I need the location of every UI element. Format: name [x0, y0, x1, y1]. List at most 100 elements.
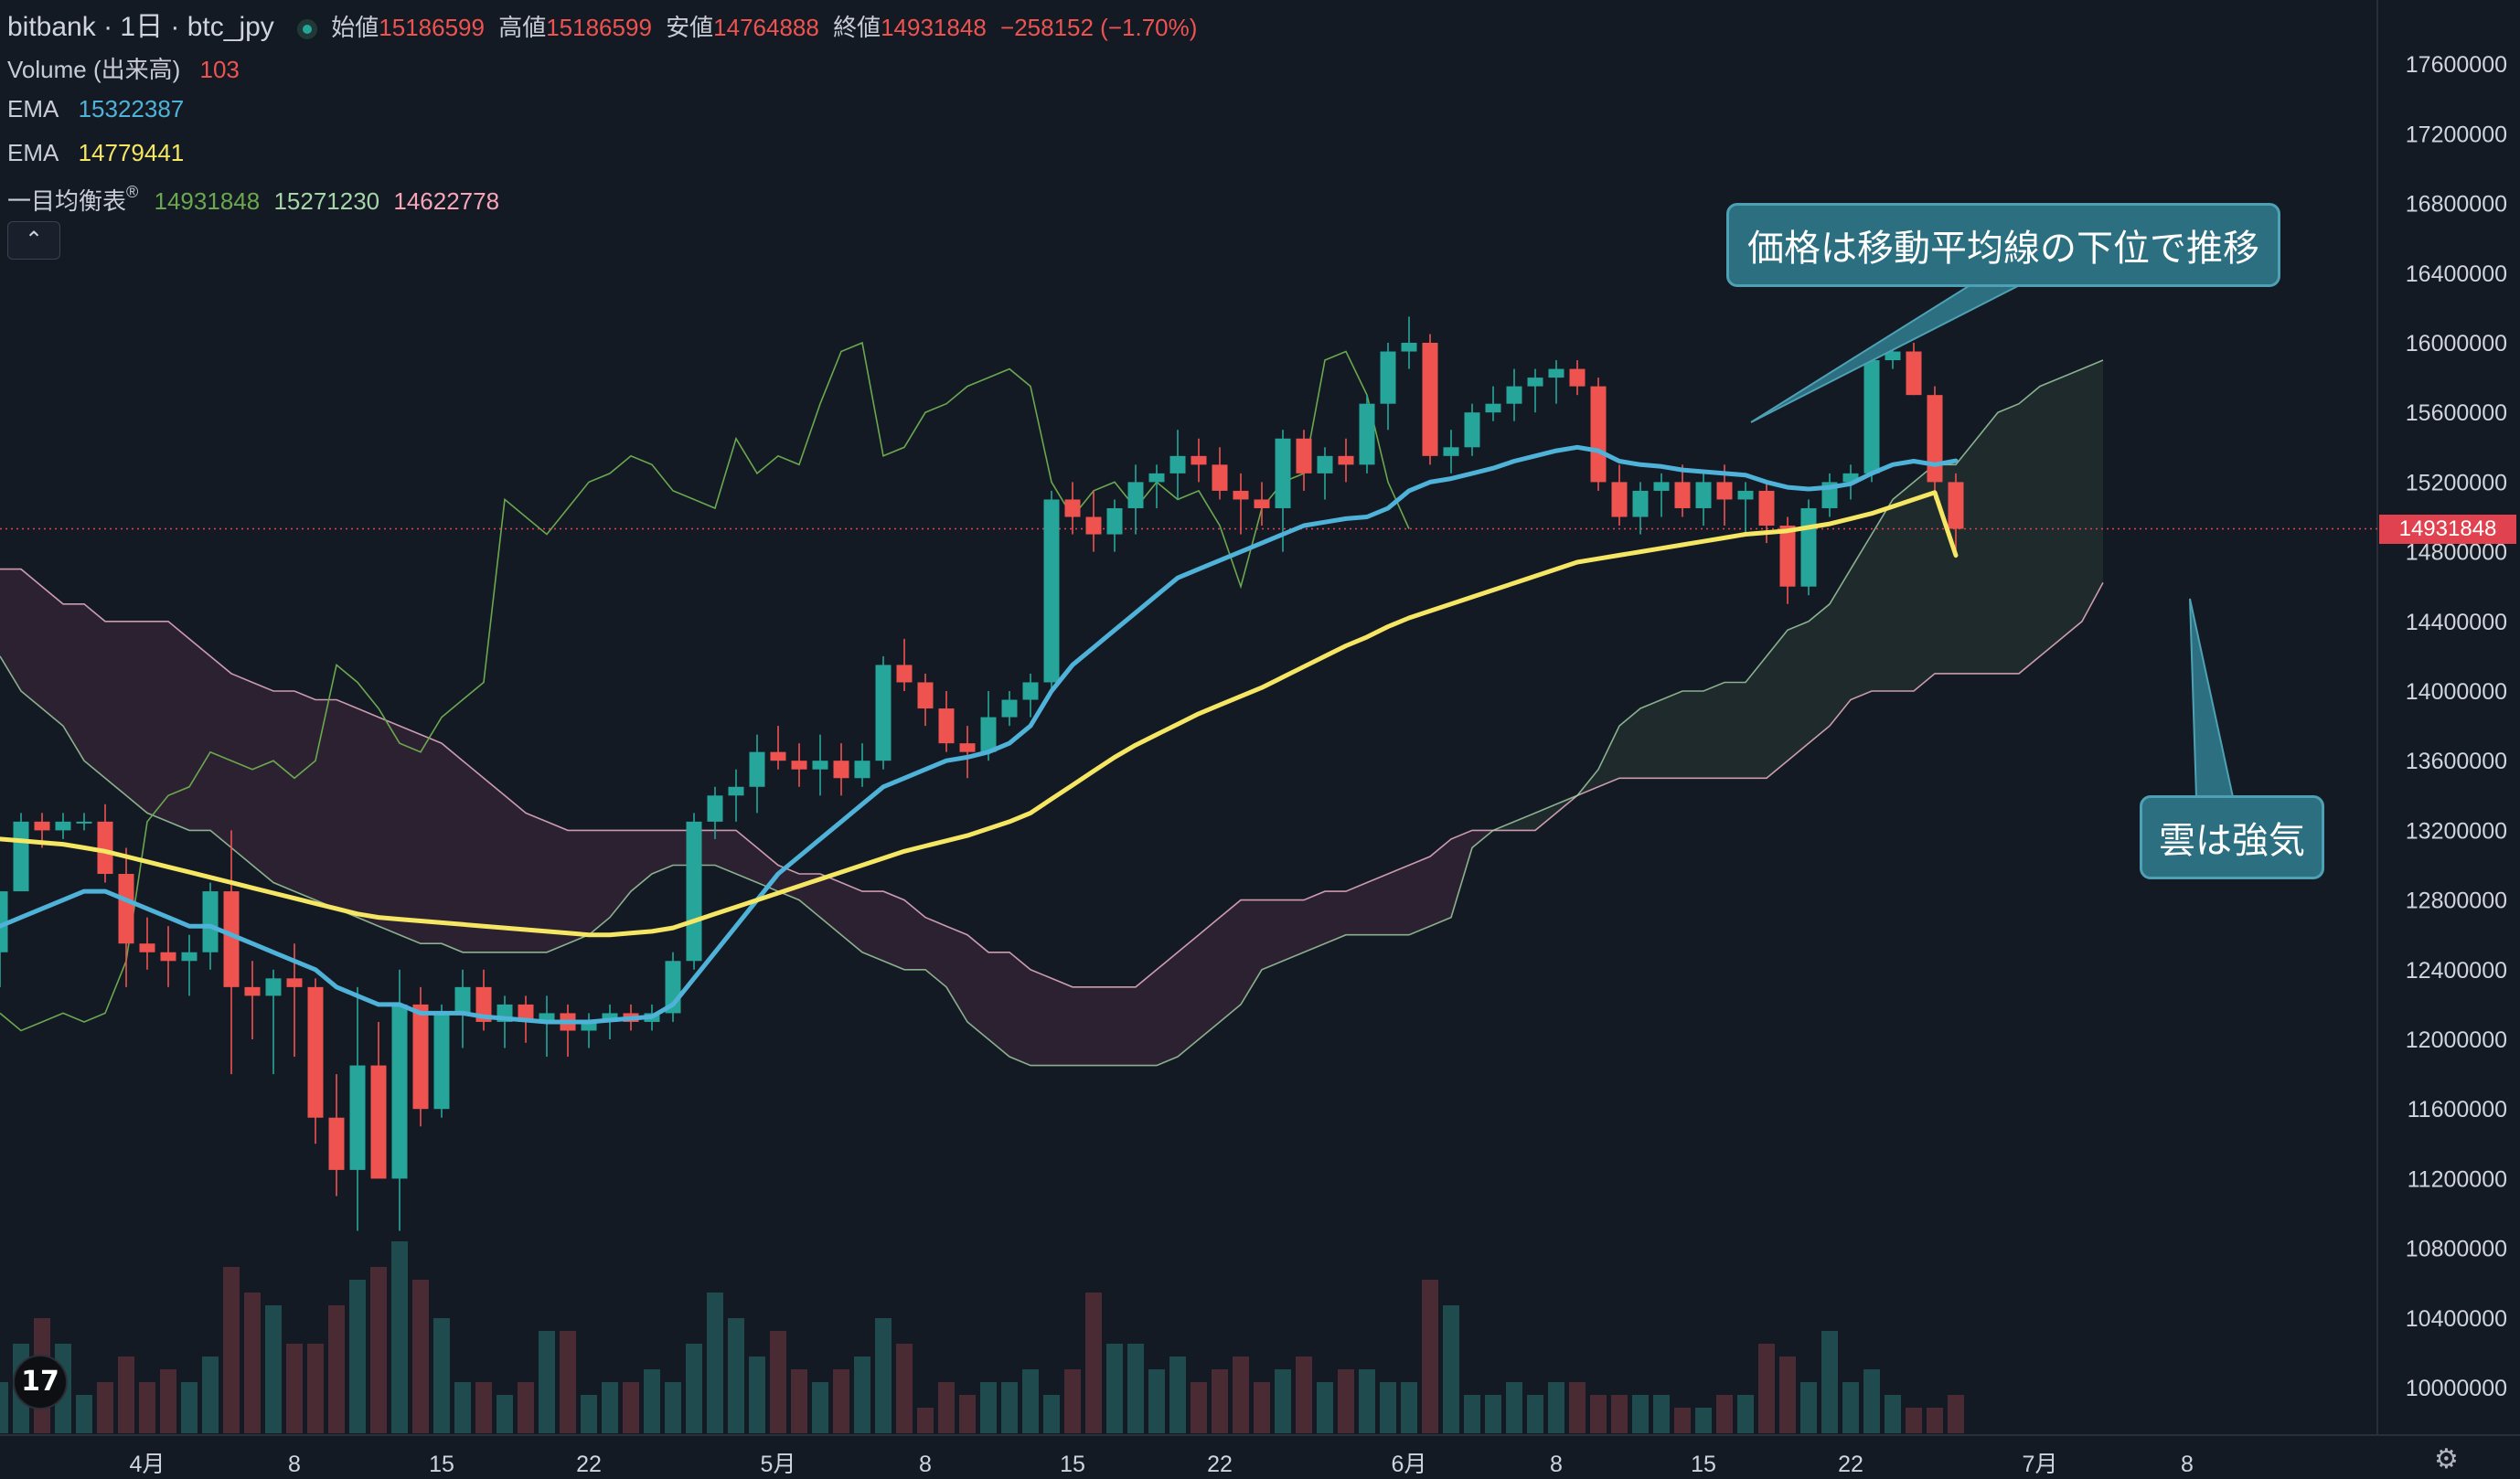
volume-bar [1506, 1382, 1522, 1433]
candle-up [1653, 482, 1670, 491]
volume-bar [1527, 1395, 1543, 1433]
cloud-bull-segment [1767, 630, 1788, 779]
y-tick-label: 11600000 [2408, 1097, 2507, 1123]
volume-legend[interactable]: Volume (出来高) 103 [7, 51, 247, 85]
cloud-bear-segment [652, 830, 673, 875]
cloud-bear-segment [1325, 891, 1346, 944]
volume-bar [475, 1382, 492, 1433]
candle-up [1443, 447, 1459, 456]
cloud-bear-segment [463, 761, 484, 952]
x-tick-label: 8 [1550, 1452, 1563, 1477]
x-tick-label: 8 [2181, 1452, 2194, 1477]
cloud-bear-segment [210, 655, 231, 848]
candle-down [1233, 490, 1249, 500]
volume-bar [1127, 1344, 1144, 1433]
cloud-bull-segment [2040, 378, 2061, 656]
candle-up [602, 1013, 618, 1022]
y-tick-label: 13200000 [2406, 818, 2507, 844]
cloud-bull-segment [1872, 499, 1893, 691]
y-tick-label: 16800000 [2406, 192, 2507, 218]
volume-bar [76, 1395, 92, 1433]
candle-down [328, 1117, 345, 1170]
volume-bar [1927, 1408, 1943, 1433]
volume-bar [623, 1382, 639, 1433]
callout-cloud-bullish: 雲は強気 [2140, 795, 2324, 879]
volume-bar [854, 1357, 870, 1433]
volume-bar [433, 1318, 450, 1433]
volume-bar [917, 1408, 934, 1433]
y-tick-label: 10800000 [2406, 1237, 2507, 1262]
candle-up [1001, 699, 1018, 718]
volume-bar [1317, 1382, 1333, 1433]
x-tick-label: 15 [1060, 1452, 1085, 1477]
candle-up [1275, 438, 1291, 508]
candle-up [854, 761, 870, 779]
candle-down [1212, 464, 1228, 491]
volume-bar [728, 1318, 744, 1433]
volume-bar [581, 1395, 597, 1433]
candle-up [1800, 507, 1817, 587]
collapse-legend-button[interactable]: ⌃ [7, 221, 60, 260]
cloud-bear-segment [189, 638, 210, 831]
volume-bar [602, 1382, 618, 1433]
candle-down [1422, 343, 1438, 456]
cloud-bull-segment [1809, 603, 1830, 744]
tradingview-logo-icon[interactable]: 17 [13, 1355, 68, 1410]
callout-cloud-bullish-text: 雲は強気 [2159, 821, 2305, 861]
candle-up [55, 821, 71, 831]
candle-up [76, 821, 92, 824]
cloud-bear-segment [988, 952, 1009, 1058]
candle-up [202, 891, 219, 952]
volume-bar [1275, 1369, 1291, 1433]
volume-bar [1359, 1369, 1375, 1433]
x-tick-label: 22 [1207, 1452, 1233, 1477]
candle-down [1085, 516, 1102, 535]
cloud-bear-segment [379, 717, 400, 935]
volume-bar [1338, 1369, 1354, 1433]
volume-bar [1590, 1395, 1607, 1433]
candle-down [370, 1065, 387, 1179]
cloud-bear-segment [400, 726, 421, 944]
ema-slow-label: EMA [7, 139, 59, 166]
cloud-bear-segment [967, 934, 988, 1039]
candle-down [475, 986, 492, 1022]
volume-bar [686, 1344, 702, 1433]
cloud-bear-segment [21, 569, 42, 709]
cloud-bear-segment [1430, 838, 1451, 927]
gear-icon[interactable]: ⚙ [2434, 1444, 2459, 1474]
volume-bar [896, 1344, 913, 1433]
cloud-bear-segment [820, 874, 841, 935]
candle-down [1906, 351, 1922, 396]
candle-up [812, 761, 828, 770]
volume-bar [244, 1293, 261, 1433]
cloud-bull-segment [1724, 682, 1746, 779]
candle-down [1064, 499, 1081, 517]
change-value: −258152 (−1.70%) [1000, 14, 1198, 41]
ema-slow-legend[interactable]: EMA 14779441 [7, 139, 191, 167]
volume-bar [1779, 1357, 1796, 1433]
cloud-bull-segment [1788, 621, 1809, 761]
cloud-bull-segment [1640, 699, 1661, 779]
y-tick-label: 17600000 [2406, 52, 2507, 78]
volume-bar [1085, 1293, 1102, 1433]
candle-up [1464, 412, 1480, 448]
x-tick-label: 8 [919, 1452, 932, 1477]
cloud-bear-segment [42, 586, 63, 727]
cloud-bear-segment [273, 691, 294, 892]
cloud-bear-segment [946, 926, 967, 1022]
volume-bar [1191, 1382, 1207, 1433]
cloud-bear-segment [904, 899, 925, 970]
candle-up [1317, 455, 1333, 473]
x-tick-label: 8 [288, 1452, 301, 1477]
volume-bar [833, 1369, 849, 1433]
volume-bar [1948, 1395, 1964, 1433]
candle-down [244, 986, 261, 996]
candle-down [1254, 499, 1270, 508]
cloud-bear-segment [841, 882, 862, 952]
ichimoku-value-3: 14622778 [393, 187, 500, 215]
ema-fast-legend[interactable]: EMA 15322387 [7, 95, 191, 123]
volume-bar [1464, 1395, 1480, 1433]
volume-bar [1443, 1305, 1459, 1433]
market-status-icon [297, 19, 318, 40]
ichimoku-legend[interactable]: 一目均衡表® 14931848 15271230 14622778 [7, 183, 507, 217]
